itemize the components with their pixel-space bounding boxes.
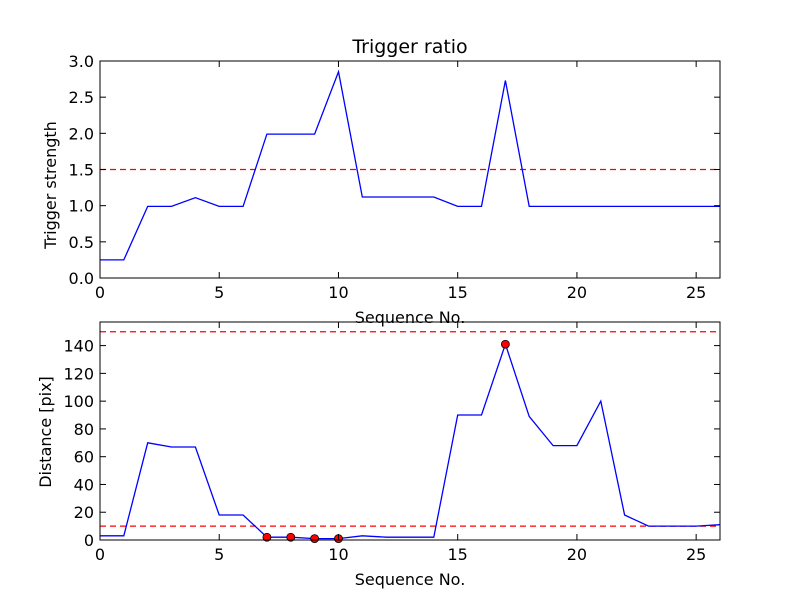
x-axis-label: Sequence No. — [355, 308, 466, 327]
y-tick-label: 0.5 — [69, 233, 94, 252]
y-axis-label: Distance [pix] — [36, 376, 55, 488]
y-tick-label: 120 — [63, 364, 94, 383]
y-tick-label: 1.5 — [69, 161, 94, 180]
x-axis-ticks: 0 5 10 15 20 25 — [95, 61, 706, 302]
series-line — [100, 342, 721, 540]
data-point-marker — [286, 532, 296, 542]
series-lines — [100, 342, 721, 540]
plot-frame — [99, 321, 721, 541]
data-point-marker — [262, 532, 272, 542]
x-tick-label: 25 — [686, 283, 706, 302]
x-tick-label: 0 — [95, 545, 105, 564]
y-tick-label: 40 — [74, 475, 94, 494]
series-line — [100, 69, 720, 261]
distance-plot: 0 5 10 15 20 25 0 20 40 60 80 100 120 140 Sequence N… — [36, 321, 721, 589]
x-tick-label: 10 — [328, 545, 348, 564]
trigger-ratio-plot: Trigger ratio 0 5 10 15 20 25 0.0 0.5 1.0 1.5 2.0… — [41, 36, 721, 327]
x-axis-label: Sequence No. — [355, 570, 466, 589]
data-point-marker — [500, 339, 510, 349]
x-tick-label: 20 — [567, 283, 587, 302]
x-axis-ticks: 0 5 10 15 20 25 — [95, 322, 706, 564]
y-axis-ticks: 0 20 40 60 80 100 120 140 — [63, 337, 720, 550]
y-tick-label: 60 — [74, 448, 94, 467]
y-tick-label: 20 — [74, 503, 94, 522]
x-tick-label: 5 — [214, 545, 224, 564]
y-tick-label: 2.0 — [69, 124, 94, 143]
series-lines — [100, 69, 720, 261]
y-tick-label: 100 — [63, 392, 94, 411]
x-tick-label: 25 — [686, 545, 706, 564]
series-markers — [262, 339, 510, 544]
y-axis-label: Trigger strength — [41, 121, 60, 250]
y-tick-label: 0.0 — [69, 269, 94, 288]
x-tick-label: 5 — [214, 283, 224, 302]
x-tick-label: 10 — [328, 283, 348, 302]
x-tick-label: 20 — [567, 545, 587, 564]
x-tick-label: 0 — [95, 283, 105, 302]
y-tick-label: 140 — [63, 337, 94, 356]
x-tick-label: 15 — [448, 545, 468, 564]
data-point-marker — [310, 534, 320, 544]
y-axis-ticks: 0.0 0.5 1.0 1.5 2.0 2.5 3.0 — [69, 52, 720, 288]
x-tick-label: 15 — [448, 283, 468, 302]
y-tick-label: 0 — [84, 531, 94, 550]
threshold-lines — [100, 331, 720, 527]
plot-title: Trigger ratio — [351, 36, 467, 58]
y-tick-label: 1.0 — [69, 197, 94, 216]
y-tick-label: 2.5 — [69, 88, 94, 107]
y-tick-label: 80 — [74, 420, 94, 439]
y-tick-label: 3.0 — [69, 52, 94, 71]
